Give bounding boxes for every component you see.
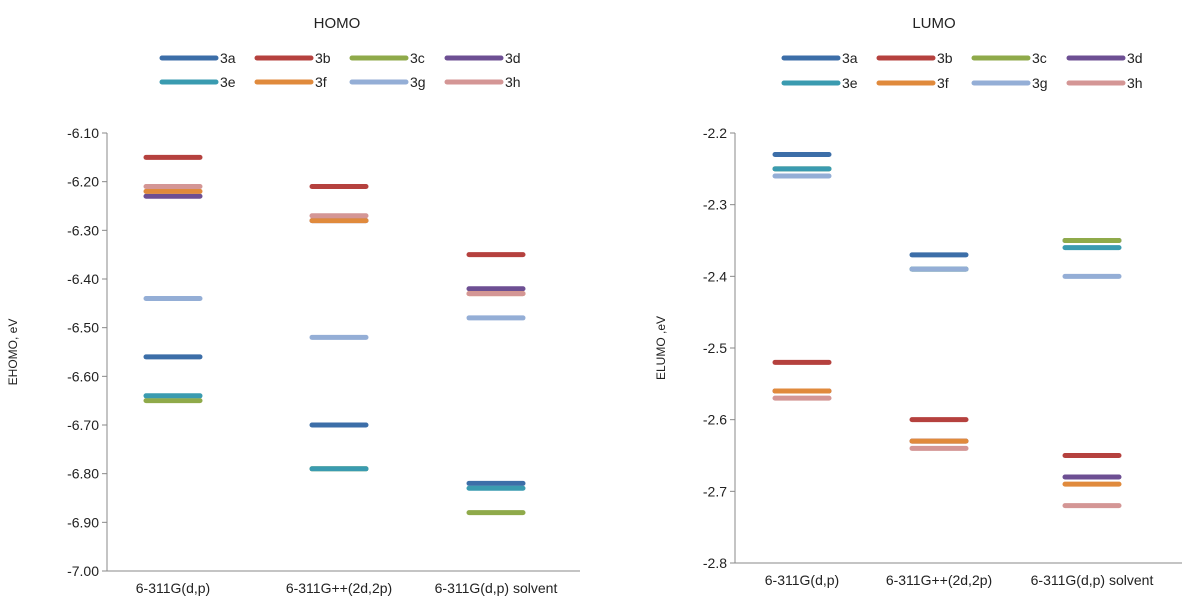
homo-legend-item-3d: 3d	[444, 50, 521, 66]
lumo-y-tick-label: -2.5	[703, 340, 727, 356]
lumo-legend-item-3d: 3d	[1066, 50, 1143, 66]
lumo-legend-item-3e: 3e	[781, 75, 858, 91]
homo-chart-title: HOMO	[314, 15, 361, 32]
lumo-x-tick-label: 6-311G++(2d,2p)	[886, 572, 992, 588]
lumo-legend-label: 3h	[1127, 75, 1143, 91]
lumo-legend-item-3b: 3b	[876, 50, 953, 66]
homo-x-tick-label: 6-311G(d,p) solvent	[435, 580, 558, 596]
lumo-legend-label: 3g	[1032, 75, 1048, 91]
lumo-legend-item-3h: 3h	[1066, 75, 1143, 91]
lumo-legend-item-3f: 3f	[876, 75, 949, 91]
homo-y-tick-label: -6.10	[67, 125, 99, 141]
homo-y-tick-label: -6.80	[67, 466, 99, 482]
lumo-y-tick-label: -2.2	[703, 125, 727, 141]
homo-legend-item-3f: 3f	[254, 74, 327, 90]
homo-legend-label: 3e	[220, 74, 236, 90]
lumo-legend-label: 3f	[937, 75, 949, 91]
lumo-legend-item-3c: 3c	[971, 50, 1047, 66]
lumo-chart-title: LUMO	[912, 15, 955, 32]
homo-y-tick-label: -6.30	[67, 222, 99, 238]
homo-chart: HOMO EHOMO, eV -7.00 -6.90 -6.80 -6.70 -6.60 -6…	[6, 15, 580, 596]
lumo-legend-label: 3e	[842, 75, 858, 91]
homo-legend-label: 3d	[505, 50, 521, 66]
lumo-y-tick-label: -2.3	[703, 197, 727, 213]
homo-y-axis-label: EHOMO, eV	[6, 319, 20, 386]
homo-legend-item-3e: 3e	[159, 74, 236, 90]
homo-y-tick-label: -6.60	[67, 368, 99, 384]
homo-legend-item-3g: 3g	[349, 74, 426, 90]
homo-legend-item-3a: 3a	[159, 50, 236, 66]
homo-y-tick-label: -6.20	[67, 174, 99, 190]
lumo-legend-item-3a: 3a	[781, 50, 858, 66]
homo-legend-item-3b: 3b	[254, 50, 331, 66]
homo-y-tick-label: -6.70	[67, 417, 99, 433]
homo-y-tick-label: -7.00	[67, 563, 99, 579]
lumo-y-axis-label: ELUMO ,eV	[654, 316, 668, 380]
lumo-chart: LUMO ELUMO ,eV -2.8 -2.7 -2.6 -2.5 -2.4 -2.3 -2.…	[654, 15, 1182, 588]
homo-legend-label: 3b	[315, 50, 331, 66]
lumo-y-tick-label: -2.6	[703, 412, 727, 428]
lumo-legend-label: 3a	[842, 50, 858, 66]
homo-legend-item-3c: 3c	[349, 50, 425, 66]
homo-y-tick-label: -6.40	[67, 271, 99, 287]
homo-x-tick-label: 6-311G(d,p)	[136, 580, 210, 596]
lumo-y-tick-label: -2.7	[703, 483, 727, 499]
homo-legend-label: 3h	[505, 74, 521, 90]
lumo-y-tick-label: -2.4	[703, 268, 727, 284]
lumo-legend-label: 3c	[1032, 50, 1047, 66]
lumo-legend-label: 3d	[1127, 50, 1143, 66]
lumo-legend-label: 3b	[937, 50, 953, 66]
lumo-x-tick-label: 6-311G(d,p)	[765, 572, 839, 588]
homo-legend-label: 3a	[220, 50, 236, 66]
homo-x-tick-label: 6-311G++(2d,2p)	[286, 580, 392, 596]
homo-legend-label: 3f	[315, 74, 327, 90]
lumo-x-tick-label: 6-311G(d,p) solvent	[1031, 572, 1154, 588]
homo-legend-label: 3g	[410, 74, 426, 90]
homo-legend-label: 3c	[410, 50, 425, 66]
homo-legend-item-3h: 3h	[444, 74, 521, 90]
lumo-y-tick-label: -2.8	[703, 555, 727, 571]
lumo-legend-item-3g: 3g	[971, 75, 1048, 91]
homo-y-tick-label: -6.50	[67, 320, 99, 336]
homo-y-tick-label: -6.90	[67, 514, 99, 530]
